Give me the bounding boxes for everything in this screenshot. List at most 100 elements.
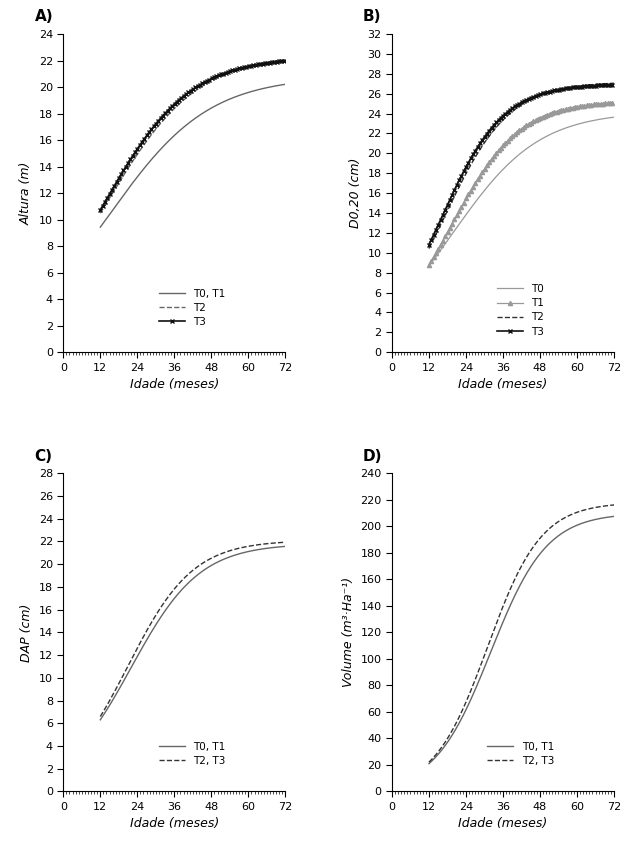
T0, T1 [170,594,177,604]
T2, T3 [486,637,493,648]
T0, T1 [498,619,506,629]
T0, T1 [542,542,549,552]
Y-axis label: Volume (m³·Ha⁻¹): Volume (m³·Ha⁻¹) [342,577,354,688]
T0, T1 [96,222,104,232]
T3 [542,88,549,98]
T1 [542,111,549,121]
T2, T3 [213,551,220,561]
T2, T3 [157,603,165,613]
T3 [560,83,567,94]
T2, T3 [282,537,289,547]
T0 [542,132,549,142]
T0, T1 [610,511,618,522]
T2, T3 [231,544,239,554]
Y-axis label: Altura (m): Altura (m) [20,162,33,225]
Legend: T0, T1, T2, T3: T0, T1, T2, T3 [493,280,549,340]
T0, T1 [96,715,104,725]
T2, T3 [448,727,455,737]
T3 [610,80,618,90]
T0, T1 [559,528,567,538]
T3 [282,55,289,66]
Line: T1: T1 [427,100,616,267]
T3 [96,204,104,214]
T0 [559,124,567,134]
T0, T1 [119,678,127,688]
T3 [425,239,433,249]
T0, T1 [486,650,493,660]
T3 [170,100,177,110]
Text: B): B) [363,9,382,25]
T2 [170,104,177,114]
X-axis label: Idade (meses): Idade (meses) [130,378,219,391]
T0 [610,112,618,123]
T2 [559,83,567,94]
T2 [213,73,220,83]
T0, T1 [230,92,237,102]
T2, T3 [560,513,567,523]
Line: T2, T3: T2, T3 [429,505,614,762]
T0 [448,231,455,241]
Y-axis label: D0,20 (cm): D0,20 (cm) [349,158,361,228]
T2, T3 [542,528,549,538]
T0, T1 [282,541,289,551]
T3 [498,111,506,122]
Line: T0, T1: T0, T1 [100,84,285,227]
T0, T1 [425,758,433,768]
T0 [425,260,433,271]
T2, T3 [119,671,127,682]
Legend: T0, T1, T2, T3: T0, T1, T2, T3 [483,738,558,770]
T0, T1 [230,551,237,561]
T2 [542,89,549,99]
T0 [560,123,567,134]
T0, T1 [119,191,127,202]
T2 [119,172,127,182]
T2, T3 [559,514,567,524]
T2, T3 [96,711,104,722]
T3 [486,125,493,135]
T0, T1 [231,550,239,560]
Line: T2, T3: T2, T3 [100,542,285,717]
T0, T1 [560,527,567,537]
T1 [486,157,493,168]
Legend: T0, T1, T2, T3: T0, T1, T2, T3 [154,738,230,770]
T0, T1 [282,79,289,89]
Text: C): C) [34,448,53,464]
T0, T1 [213,100,220,111]
T1 [560,105,567,115]
Line: T0: T0 [429,117,614,266]
Line: T3: T3 [427,83,616,247]
T3 [119,167,127,177]
T2, T3 [425,757,433,768]
T1 [610,98,618,108]
T2, T3 [230,545,237,555]
T2, T3 [170,585,177,595]
T0, T1 [170,131,177,141]
Line: T2: T2 [429,83,614,248]
T3 [213,71,220,82]
X-axis label: Idade (meses): Idade (meses) [130,818,219,831]
Legend: T0, T1, T2, T3: T0, T1, T2, T3 [154,284,230,331]
Line: T3: T3 [98,59,287,212]
T0, T1 [157,612,165,622]
T2 [230,66,237,76]
T1 [559,105,567,115]
T2 [498,116,506,126]
T2 [157,118,165,129]
T2 [610,78,618,89]
Text: A): A) [34,9,53,25]
T2 [560,83,567,94]
Text: D): D) [363,448,382,464]
T2, T3 [498,603,506,614]
T0, T1 [157,144,165,154]
T3 [559,84,567,94]
T3 [157,113,165,123]
X-axis label: Idade (meses): Idade (meses) [458,378,548,391]
T3 [448,191,455,202]
T2 [448,197,455,208]
X-axis label: Idade (meses): Idade (meses) [458,818,548,831]
Line: T2: T2 [100,60,285,214]
T2, T3 [610,500,618,510]
T2 [96,208,104,219]
T2 [425,243,433,254]
T1 [498,141,506,151]
